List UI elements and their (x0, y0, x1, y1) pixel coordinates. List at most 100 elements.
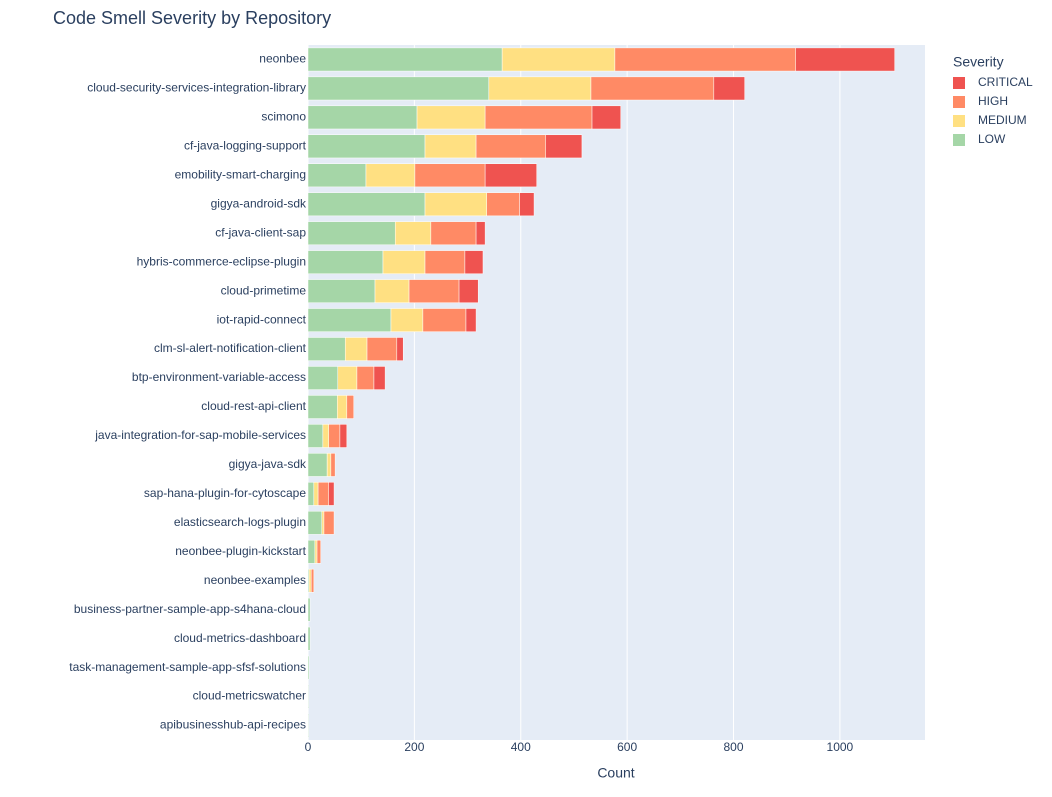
bar-segment (307, 395, 338, 419)
bar-segment (307, 366, 339, 390)
legend-title: Severity (953, 54, 1004, 70)
bar-segment (313, 482, 319, 506)
y-tick-label: iot-rapid-connect (217, 312, 307, 326)
bar-segment (374, 279, 410, 303)
bar-segment (307, 105, 418, 130)
bar-segment (307, 510, 323, 535)
x-tick-label: 800 (724, 740, 744, 754)
bar-segment (307, 163, 367, 188)
bar-segment (484, 105, 593, 130)
bar-segment (382, 250, 426, 275)
y-tick-label: emobility-smart-charging (175, 167, 306, 181)
bar-segment (307, 482, 315, 506)
bar-segment (314, 539, 318, 564)
bar-segment (424, 250, 466, 275)
bar-segment (465, 308, 477, 332)
bar-segment (424, 134, 477, 159)
bar-segment (307, 684, 309, 709)
y-tick-label: business-partner-sample-app-s4hana-cloud (74, 602, 306, 616)
bar-segment (424, 192, 487, 217)
y-tick-label: btp-environment-variable-access (132, 370, 306, 384)
bar-segment (316, 539, 322, 564)
bar-segment (394, 221, 432, 246)
y-tick-label: gigya-java-sdk (229, 457, 307, 471)
y-tick-label: apibusinesshub-api-recipes (160, 718, 306, 732)
bar-segment (464, 250, 484, 275)
bar-segment (317, 482, 329, 506)
bar-segment (307, 337, 346, 361)
bar-segment (346, 395, 354, 419)
bar-segment (307, 221, 396, 246)
bar-segment (339, 424, 348, 448)
bar-segment (590, 76, 715, 101)
bar-segment (390, 308, 424, 332)
bar-segment (307, 47, 503, 72)
bar-segment (307, 424, 324, 448)
bar-segment (321, 510, 325, 535)
bar-segment (373, 366, 386, 390)
y-tick-label: elasticsearch-logs-plugin (174, 515, 306, 529)
bar-segment (430, 221, 477, 246)
legend-label: LOW (978, 132, 1006, 146)
bar-segment (414, 163, 486, 188)
y-tick-label: sap-hana-plugin-for-cytoscape (144, 486, 306, 500)
legend-swatch (953, 134, 965, 146)
legend-label: CRITICAL (978, 75, 1033, 89)
y-tick-label: hybris-commerce-eclipse-plugin (137, 254, 306, 268)
y-tick-label: cloud-metricswatcher (193, 689, 306, 703)
y-tick-label: neonbee (259, 52, 306, 66)
y-tick-label: task-management-sample-app-sfsf-solution… (69, 660, 306, 674)
bar-segment (458, 279, 479, 303)
bar-segment (337, 366, 358, 390)
bar-segment (310, 568, 315, 593)
bar-segment (713, 76, 745, 101)
x-tick-label: 600 (617, 740, 637, 754)
bar-segment (307, 655, 310, 680)
bar-segment (614, 47, 796, 72)
plot-area (308, 45, 925, 740)
bar-segment (501, 47, 616, 72)
chart-title: Code Smell Severity by Repository (53, 8, 331, 28)
y-tick-label: neonbee-examples (204, 573, 306, 587)
bar-segment (307, 192, 426, 217)
y-tick-label: cloud-metrics-dashboard (174, 631, 306, 645)
bar-segment (486, 192, 520, 217)
bar-segment (328, 424, 341, 448)
y-tick-label: gigya-android-sdk (211, 196, 307, 210)
bar-segment (408, 279, 460, 303)
bar-segment (365, 163, 416, 188)
bar-segment (307, 626, 311, 651)
bar-segment (344, 337, 368, 361)
y-tick-label: cf-java-client-sap (215, 225, 306, 239)
legend-label: HIGH (978, 94, 1008, 108)
y-tick-label: cloud-security-services-integration-libr… (87, 81, 306, 95)
bar-segment (307, 279, 376, 303)
x-axis-title: Count (597, 765, 634, 781)
bar-segment (416, 105, 486, 130)
bar-segment (422, 308, 467, 332)
bar-segment (307, 539, 316, 564)
bar-segment (484, 163, 537, 188)
legend-label: MEDIUM (978, 113, 1027, 127)
x-tick-label: 0 (305, 740, 312, 754)
y-tick-label: cf-java-logging-support (184, 139, 307, 153)
x-tick-label: 400 (511, 740, 531, 754)
bar-segment (307, 134, 426, 159)
bar-segment (307, 250, 384, 275)
bar-segment (488, 76, 592, 101)
x-tick-label: 1000 (827, 740, 854, 754)
bar-segment (330, 453, 336, 477)
bar-segment (475, 221, 486, 246)
y-tick-label: scimono (261, 110, 306, 124)
y-tick-label: clm-sl-alert-notification-client (154, 341, 307, 355)
bar-segment (307, 713, 309, 738)
bar-segment (307, 308, 392, 332)
bar-segment (308, 568, 312, 593)
bar-segment (591, 105, 622, 130)
bar-segment (519, 192, 535, 217)
legend-swatch (953, 96, 965, 108)
bar-segment (328, 482, 335, 506)
bar-segment (322, 424, 329, 448)
bar-segment (307, 597, 311, 622)
